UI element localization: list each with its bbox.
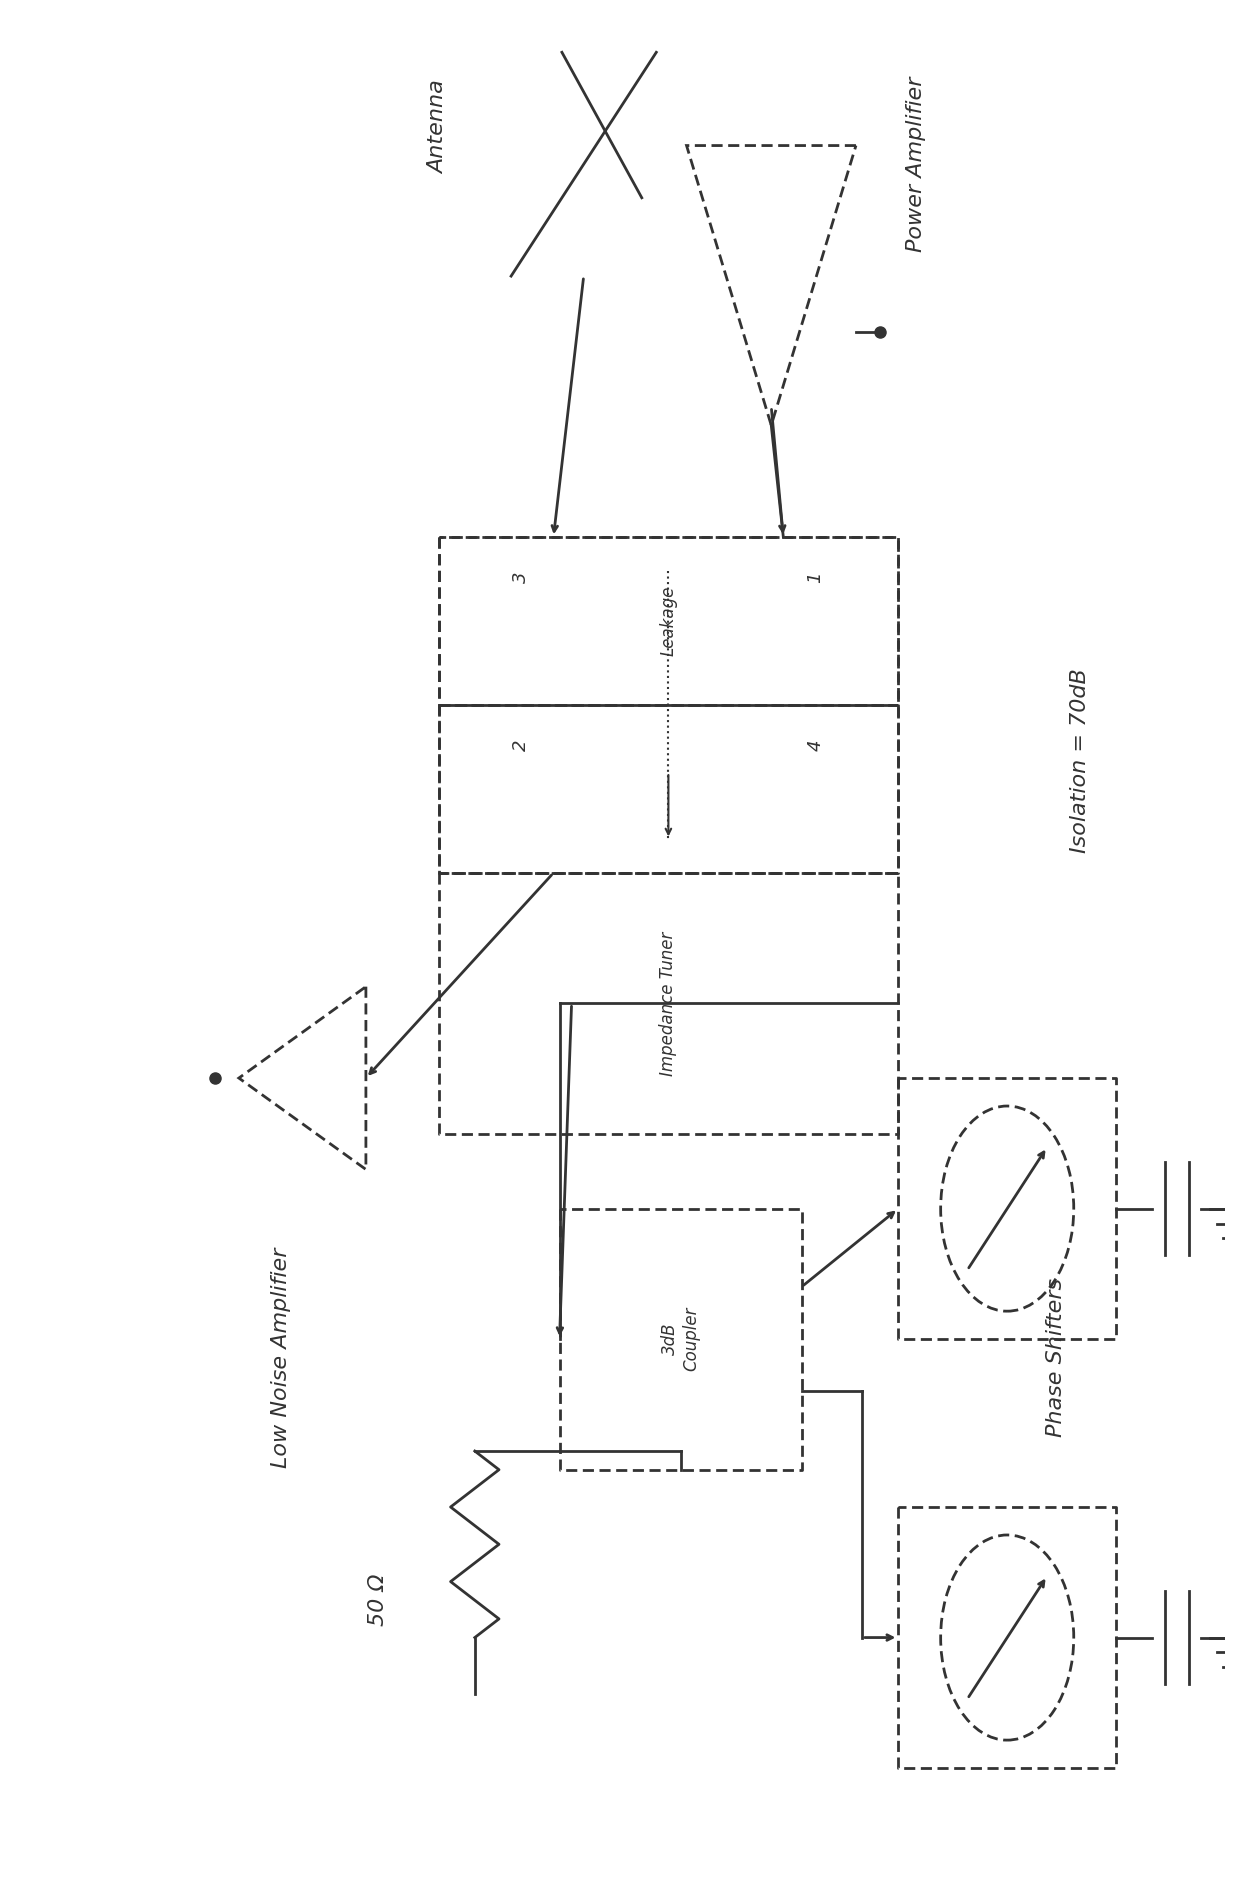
Text: 4: 4 bbox=[806, 739, 825, 750]
Text: 3dB
Coupler: 3dB Coupler bbox=[661, 1308, 699, 1372]
Text: 2: 2 bbox=[512, 739, 531, 750]
Text: 1: 1 bbox=[806, 572, 825, 584]
Text: 50 Ω: 50 Ω bbox=[368, 1575, 388, 1626]
Text: Power Amplifier: Power Amplifier bbox=[906, 76, 926, 252]
Text: Low Noise Amplifier: Low Noise Amplifier bbox=[272, 1247, 291, 1469]
Text: Isolation = 70dB: Isolation = 70dB bbox=[1070, 669, 1090, 853]
Text: Phase Shifters: Phase Shifters bbox=[1045, 1279, 1065, 1438]
Text: Impedance Tuner: Impedance Tuner bbox=[660, 930, 677, 1076]
Text: Antenna: Antenna bbox=[429, 80, 449, 174]
Text: Leakage: Leakage bbox=[660, 586, 677, 656]
Text: 3: 3 bbox=[512, 572, 531, 584]
